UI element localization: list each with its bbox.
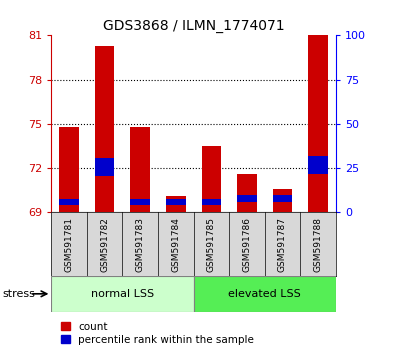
Bar — [59, 199, 79, 205]
Bar — [201, 199, 221, 205]
Text: GSM591788: GSM591788 — [314, 217, 322, 273]
Bar — [237, 174, 257, 212]
Bar — [273, 189, 292, 212]
Text: GSM591782: GSM591782 — [100, 217, 109, 272]
Text: stress: stress — [2, 289, 35, 299]
Bar — [308, 156, 328, 174]
Text: GSM591785: GSM591785 — [207, 217, 216, 273]
Bar — [130, 127, 150, 212]
Text: GSM591784: GSM591784 — [171, 217, 180, 272]
Text: elevated LSS: elevated LSS — [228, 289, 301, 299]
Bar — [51, 276, 194, 312]
Bar — [166, 196, 186, 212]
Text: normal LSS: normal LSS — [91, 289, 154, 299]
Bar — [166, 199, 186, 205]
Bar — [59, 127, 79, 212]
Text: GSM591783: GSM591783 — [136, 217, 145, 273]
Bar — [95, 158, 115, 176]
Text: GSM591781: GSM591781 — [65, 217, 73, 273]
Bar — [95, 46, 115, 212]
Bar — [273, 195, 292, 202]
Text: GSM591787: GSM591787 — [278, 217, 287, 273]
Legend: count, percentile rank within the sample: count, percentile rank within the sample — [56, 317, 258, 349]
Bar — [308, 35, 328, 212]
Bar — [194, 276, 336, 312]
Bar — [237, 195, 257, 202]
Bar — [201, 146, 221, 212]
Title: GDS3868 / ILMN_1774071: GDS3868 / ILMN_1774071 — [103, 19, 284, 33]
Bar — [130, 199, 150, 205]
Text: GSM591786: GSM591786 — [243, 217, 251, 273]
